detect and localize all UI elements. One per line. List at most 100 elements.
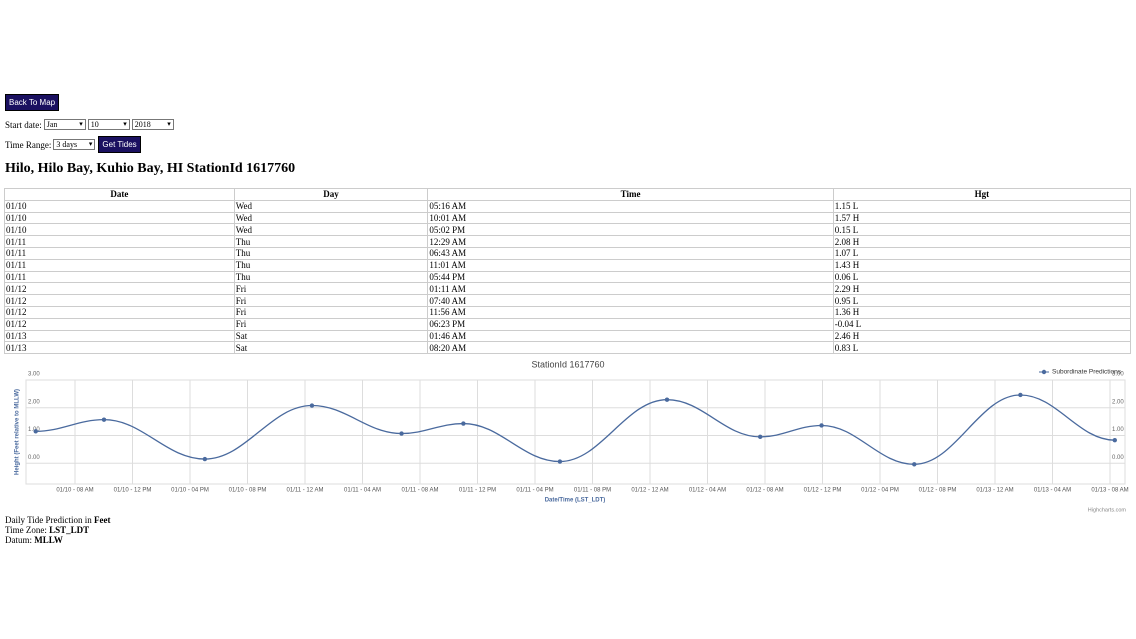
data-point (101, 417, 107, 422)
x-tick-label: 01/10 - 08 PM (229, 488, 267, 494)
x-tick-label: 01/11 - 08 PM (574, 488, 611, 494)
table-cell: Fri (233, 294, 429, 307)
y2-tick-label: 0.00 (1112, 455, 1124, 461)
table-cell: 01:46 AM (427, 329, 834, 343)
data-point (557, 459, 563, 464)
table-cell: 0.95 L (832, 294, 1132, 307)
table-cell: 05:02 PM (427, 223, 834, 237)
back-button[interactable]: Back To Map (5, 94, 60, 111)
table-cell: 11:01 AM (427, 258, 834, 272)
table-cell: Fri (233, 317, 429, 331)
get-tides-button[interactable]: Get Tides (98, 136, 141, 153)
x-tick-label: 01/12 - 12 AM (631, 488, 668, 494)
text: Feet (94, 515, 111, 525)
range-select[interactable]: 3 days (53, 139, 96, 150)
text: Daily Tide Prediction in (5, 515, 92, 525)
credits: Highcharts.com (1088, 507, 1127, 513)
table-cell: Wed (233, 211, 429, 225)
table-cell: Sat (233, 341, 429, 355)
table-cell: 05:16 AM (427, 199, 834, 213)
table-row: 01/11 Thu 06:43 AM 1.07 L (4, 246, 1132, 260)
x-tick-label: 01/13 - 08 AM (1091, 488, 1128, 494)
x-tick-label: 01/12 - 08 PM (919, 488, 957, 494)
table-cell: 0.06 L (832, 270, 1132, 284)
y2-tick-label: 3.00 (1112, 372, 1124, 378)
table-cell: 06:23 PM (427, 317, 834, 331)
table-cell: 1.07 L (832, 246, 1132, 260)
table-row: 01/12 Fri 07:40 AM 0.95 L (4, 294, 1132, 307)
table-cell: 11:56 AM (427, 305, 834, 319)
table-cell: Thu (233, 235, 429, 248)
x-tick-label: 01/13 - 04 AM (1034, 488, 1071, 494)
table-cell: Thu (233, 270, 429, 284)
day-select[interactable]: 10 (87, 119, 130, 130)
table-cell: Sat (233, 329, 429, 343)
table-cell: 1.57 H (832, 211, 1132, 225)
table-row: 01/12 Fri 01:11 AM 2.29 H (4, 282, 1132, 296)
y-tick-label: 3.00 (28, 372, 40, 378)
legend-label: Subordinate Predictions (1052, 369, 1122, 376)
table-row: 01/13 Sat 08:20 AM 0.83 L (4, 341, 1132, 355)
x-tick-label: 01/11 - 04 AM (344, 488, 381, 494)
table-cell: 01:11 AM (427, 282, 834, 296)
x-tick-label: 01/12 - 04 AM (689, 488, 726, 494)
table-cell: 01/10 (4, 223, 235, 237)
year-select[interactable]: 2018 (131, 119, 174, 130)
x-tick-label: 01/10 - 12 PM (114, 488, 152, 494)
table-row: 01/12 Fri 11:56 AM 1.36 H (4, 305, 1132, 319)
y-tick-label: 2.00 (28, 399, 40, 405)
table-cell: 2.29 H (832, 282, 1132, 296)
chart-title: StationId 1617760 (531, 359, 604, 369)
x-tick-label: 01/11 - 12 PM (459, 488, 496, 494)
data-point (309, 403, 315, 408)
table-cell: 01/13 (4, 329, 235, 343)
table-cell: 2.08 H (832, 235, 1132, 248)
table-cell: Fri (233, 282, 429, 296)
month-select[interactable]: Jan (43, 119, 86, 130)
data-point (461, 421, 466, 426)
start-date-row: Start date: Jan 10 2018 (5, 119, 174, 130)
table-cell: 07:40 AM (427, 294, 834, 307)
y2-tick-label: 1.00 (1112, 427, 1124, 433)
table-cell: 01/10 (4, 199, 235, 213)
x-tick-label: 01/12 - 08 AM (746, 488, 783, 494)
x-tick-label: 01/11 - 08 AM (402, 488, 439, 494)
table-row: 01/12 Fri 06:23 PM -0.04 L (4, 317, 1132, 331)
table-row: 01/11 Thu 11:01 AM 1.43 H (4, 258, 1132, 272)
table-cell: Thu (233, 246, 429, 260)
y2-tick-label: 2.00 (1112, 399, 1124, 405)
text: Time Zone: (5, 525, 47, 535)
table-row: 01/11 Thu 12:29 AM 2.08 H (4, 235, 1132, 248)
table-row: 01/10 Wed 05:02 PM 0.15 L (4, 223, 1132, 237)
data-point (1018, 392, 1023, 398)
table-row: 01/11 Thu 05:44 PM 0.06 L (4, 270, 1132, 284)
data-point (202, 456, 208, 462)
table-cell: 01/11 (4, 258, 235, 272)
table-cell: 08:20 AM (427, 341, 834, 355)
table-cell: Fri (233, 305, 429, 319)
table-cell: 1.43 H (832, 258, 1132, 272)
x-tick-label: 01/11 - 04 PM (516, 488, 553, 494)
column-header: Date (4, 188, 235, 201)
data-point (819, 423, 824, 428)
x-tick-label: 01/11 - 12 AM (287, 488, 324, 494)
data-point (758, 434, 763, 440)
table-cell: -0.04 L (832, 317, 1132, 331)
x-tick-label: 01/10 - 04 PM (171, 488, 209, 494)
table-cell: 0.15 L (832, 223, 1132, 237)
footer-line: Daily Tide Prediction in Feet (5, 515, 111, 525)
table-cell: 01/12 (4, 305, 235, 319)
y-axis-title: Height (Feet relative to MLLW) (15, 389, 21, 475)
x-tick-label: 01/12 - 04 PM (861, 488, 899, 494)
table-cell: 01/11 (4, 235, 235, 248)
table-row: 01/10 Wed 10:01 AM 1.57 H (4, 211, 1132, 225)
table-cell: 01/11 (4, 246, 235, 260)
table-row: 01/13 Sat 01:46 AM 2.46 H (4, 329, 1132, 343)
table-cell: 01/13 (4, 341, 235, 355)
table-cell: Thu (233, 258, 429, 272)
x-axis-title: Date/Time (LST_LDT) (545, 498, 606, 504)
data-point (664, 397, 670, 402)
footer-line: Datum: MLLW (5, 535, 63, 545)
data-point (33, 429, 38, 434)
